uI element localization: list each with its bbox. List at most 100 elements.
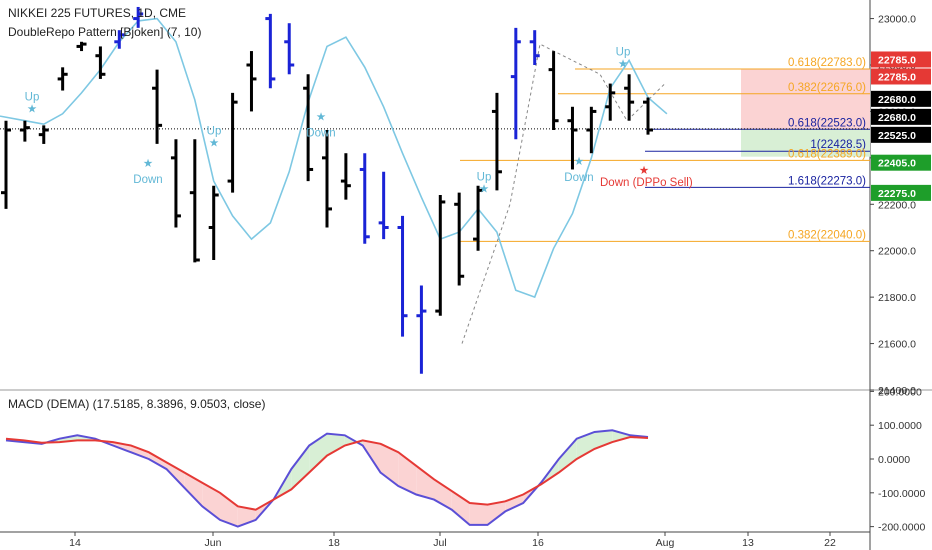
price-tick-label: 21800.0: [878, 292, 916, 304]
signal-star-icon: ★: [209, 137, 219, 149]
ohlc-bar: [38, 125, 49, 144]
price-tag-label: 22680.0: [878, 94, 916, 106]
risk-zone: [741, 68, 870, 130]
macd-fill: [220, 492, 238, 527]
fib-label: 0.618(22523.0): [788, 117, 866, 129]
macd-fill: [166, 462, 185, 488]
price-tick-label: 23000.0: [878, 14, 916, 26]
ohlc-bar: [473, 185, 484, 251]
ohlc-bar: [435, 195, 446, 316]
signal-line: [5, 435, 649, 511]
fib-label: 0.382(22676.0): [788, 82, 866, 94]
ohlc-bar: [529, 30, 540, 65]
ohlc-bar: [152, 69, 163, 144]
fib-label: 0.382(22040.0): [788, 229, 866, 241]
macd-fill: [558, 438, 577, 473]
macd-fill: [291, 445, 310, 490]
ohlc-bar: [57, 67, 68, 91]
macd-fill: [487, 501, 506, 525]
ohlc-bar: [76, 41, 87, 52]
time-tick-label: 18: [328, 537, 340, 549]
price-tag: [871, 51, 931, 68]
macd-tick-label: 100.0000: [878, 420, 922, 432]
price-tag-label: 22680.0: [878, 112, 916, 124]
fib-label: 1.618(22273.0): [788, 175, 866, 187]
ohlc-bar: [1, 120, 11, 209]
macd-tick-label: 0.0000: [878, 454, 910, 466]
ohlc-bar: [416, 285, 427, 374]
ohlc-bar: [378, 171, 389, 240]
pattern-zigzag: [461, 43, 666, 344]
fib-label: 0.618(22389.0): [788, 148, 866, 160]
price-tag-label: 22275.0: [878, 188, 916, 200]
dema-line: [0, 17, 668, 299]
price-tag: [871, 68, 931, 85]
signal-label: Up: [616, 46, 631, 58]
ohlc-bar: [19, 120, 30, 142]
price-tick-label: 21600.0: [878, 339, 916, 351]
signal-label: Down (DPPo Sell): [600, 177, 693, 189]
ohlc-bar: [322, 130, 332, 228]
signal-label: Up: [25, 92, 40, 104]
price-tick-label: 22000.0: [878, 246, 916, 258]
signal-label: Down: [133, 174, 162, 186]
ohlc-bar: [246, 51, 257, 112]
macd-fill: [594, 430, 613, 449]
signal-star-icon: ★: [27, 104, 37, 116]
signal-label: Down: [306, 128, 335, 140]
ohlc-bar: [189, 139, 200, 263]
signal-star-icon: ★: [618, 58, 628, 70]
macd-fill: [451, 491, 470, 525]
fib-label: 0.618(22783.0): [788, 57, 866, 69]
ohlc-bar: [114, 30, 125, 49]
signal-star-icon: ★: [639, 165, 649, 177]
price-tag: [871, 126, 931, 143]
ohlc-bar: [491, 92, 502, 191]
price-tick-label: 21400.0: [878, 385, 916, 397]
fib-label: 1(22428.5): [810, 139, 866, 151]
ohlc-bar: [454, 192, 465, 286]
ohlc-bar: [227, 92, 238, 193]
ohlc-bar: [170, 139, 181, 228]
ohlc-bar: [95, 46, 106, 79]
macd-fill: [202, 482, 220, 520]
macd-fill: [612, 430, 631, 443]
target-zone: [741, 129, 870, 157]
time-tick-label: 16: [532, 537, 544, 549]
macd-fill: [327, 433, 345, 456]
time-tick-label: 22: [824, 537, 836, 549]
signal-star-icon: ★: [479, 184, 489, 196]
ohlc-bar: [208, 185, 219, 260]
ohlc-bar: [567, 106, 578, 170]
macd-tick-label: -100.0000: [878, 488, 925, 500]
price-tick-label: 22200.0: [878, 199, 916, 211]
signal-label: Up: [207, 125, 222, 137]
macd-fill: [416, 465, 434, 500]
ohlc-bar: [340, 153, 351, 200]
price-tag-label: 22785.0: [878, 71, 916, 83]
ohlc-bar: [397, 215, 408, 337]
ohlc-bar: [624, 74, 635, 121]
ohlc-bar: [359, 153, 370, 244]
macd-fill: [469, 503, 488, 525]
macd-fill: [576, 432, 595, 459]
price-tag-label: 22405.0: [878, 158, 916, 170]
ohlc-bar: [303, 74, 314, 182]
signal-label: Up: [477, 172, 492, 184]
signal-star-icon: ★: [574, 156, 584, 168]
indicator-title: DoubleRepo Pattern [Bjoken] (7, 10): [8, 25, 202, 39]
price-tag: [871, 108, 931, 125]
time-tick-label: 14: [69, 537, 81, 549]
ohlc-bar: [284, 23, 295, 75]
ohlc-bar: [548, 51, 559, 130]
macd-fill: [130, 445, 149, 459]
time-tick-label: Jun: [205, 537, 222, 549]
price-tag: [871, 184, 931, 201]
macd-title: MACD (DEMA) (17.5185, 8.3896, 9.0503, cl…: [8, 397, 266, 411]
macd-fill: [148, 452, 167, 470]
ohlc-bar: [643, 97, 653, 135]
time-tick-label: 13: [742, 537, 754, 549]
chart-title: NIKKEI 225 FUTURES, 1D, CME: [8, 6, 187, 20]
